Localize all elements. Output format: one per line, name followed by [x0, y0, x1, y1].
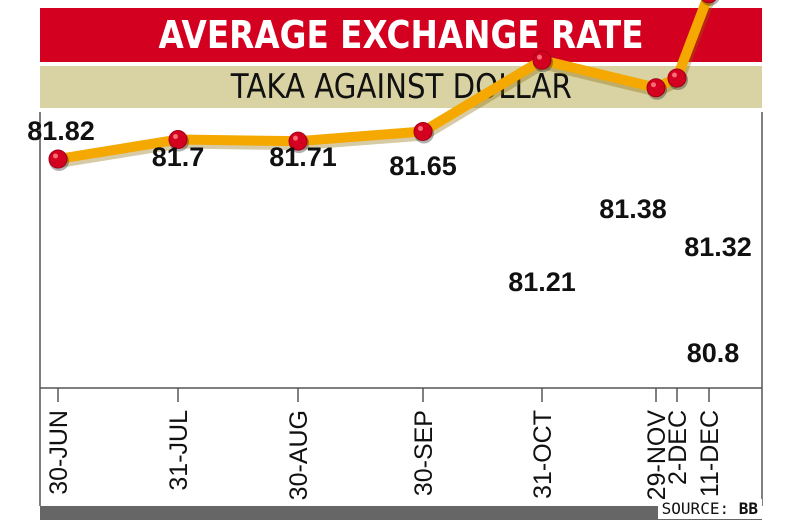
series-line-path	[53, 0, 712, 164]
data-label: 81.65	[389, 151, 457, 181]
data-point-highlight	[293, 135, 298, 141]
data-label: 81.71	[269, 142, 337, 172]
data-label: 81.21	[508, 267, 576, 297]
series-line	[53, 0, 716, 168]
data-point-highlight	[418, 125, 423, 131]
x-tick-label: 30-SEP	[410, 410, 438, 496]
data-point	[413, 121, 433, 141]
source-value: BB	[738, 499, 758, 518]
data-point-highlight	[651, 82, 656, 88]
source-credit: SOURCE: BB	[657, 499, 762, 519]
data-label: 81.32	[684, 232, 752, 262]
x-tick-label: 2-DEC	[664, 410, 692, 485]
series-markers	[48, 0, 720, 171]
data-point	[646, 78, 666, 98]
x-tick-label: 31-OCT	[529, 410, 557, 499]
source-label: SOURCE:	[661, 499, 730, 518]
data-point	[532, 50, 552, 70]
x-tick-label: 29-NOV	[643, 410, 671, 501]
x-tick-label: 11-DEC	[696, 410, 724, 497]
footer-bar	[40, 506, 762, 520]
x-ticks	[57, 388, 710, 402]
chart-title: AVERAGE EXCHANGE RATE	[158, 13, 644, 57]
data-label: 81.38	[599, 194, 667, 224]
data-point	[48, 149, 68, 169]
data-point	[701, 0, 717, 4]
x-tick-label: 31-JUL	[165, 410, 193, 491]
data-labels: 81.82 81.7 81.71 81.65 81.21 81.38 81.32 80.8	[27, 116, 752, 368]
data-point	[667, 68, 687, 88]
x-tick-label: 30-JUN	[45, 410, 73, 495]
data-label: 80.8	[687, 338, 740, 368]
data-point-highlight	[173, 134, 178, 140]
data-point-highlight	[537, 54, 542, 60]
data-point-highlight	[53, 153, 58, 159]
x-tick-labels: 30-JUN 31-JUL 30-AUG 30-SEP 31-OCT 29-NOV2-DE…	[45, 410, 724, 501]
title-bar: AVERAGE EXCHANGE RATE	[40, 8, 762, 62]
data-point-highlight	[672, 72, 677, 78]
x-tick-label: 30-AUG	[285, 410, 313, 500]
data-label: 81.7	[152, 142, 205, 172]
data-label: 81.82	[27, 116, 95, 146]
